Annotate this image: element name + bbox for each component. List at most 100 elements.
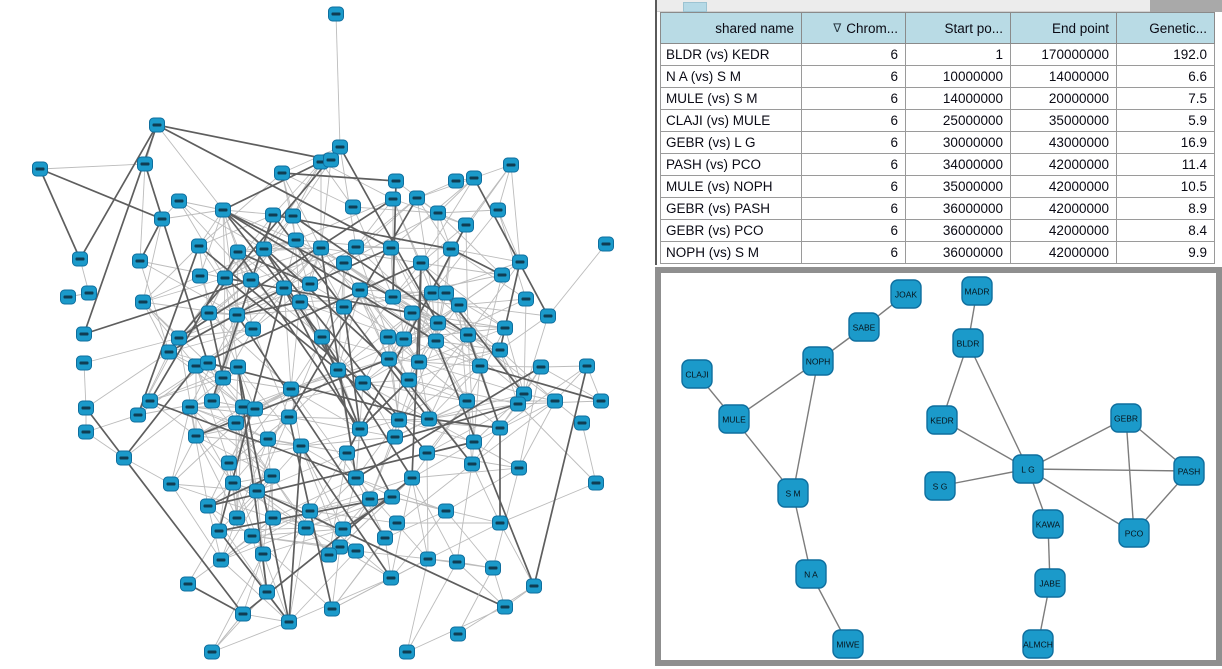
network-edge[interactable] bbox=[195, 406, 244, 437]
network-edge[interactable] bbox=[290, 388, 357, 479]
network-edge[interactable] bbox=[272, 214, 452, 250]
network-edge[interactable] bbox=[236, 283, 311, 316]
network-edge[interactable] bbox=[339, 496, 393, 548]
network-edge[interactable] bbox=[331, 577, 392, 610]
network-edge[interactable] bbox=[300, 436, 396, 447]
network-edge[interactable] bbox=[178, 200, 265, 250]
network-edge[interactable] bbox=[189, 406, 209, 507]
subnetwork-node[interactable] bbox=[926, 405, 958, 435]
network-edge[interactable] bbox=[320, 159, 332, 249]
network-edge[interactable] bbox=[445, 510, 494, 569]
network-edge[interactable] bbox=[142, 218, 163, 303]
network-edge[interactable] bbox=[207, 362, 237, 424]
table-cell[interactable]: 35000000 bbox=[1010, 109, 1117, 132]
table-cell[interactable]: 36000000 bbox=[905, 219, 1011, 242]
network-edge[interactable] bbox=[211, 553, 264, 653]
network-edge[interactable] bbox=[467, 334, 501, 429]
column-header[interactable]: Genetic... bbox=[1116, 12, 1215, 44]
network-edge[interactable] bbox=[369, 436, 396, 500]
network-edge[interactable] bbox=[123, 406, 191, 459]
network-edge[interactable] bbox=[435, 340, 535, 587]
network-edge[interactable] bbox=[435, 340, 501, 351]
table-cell[interactable]: 6 bbox=[801, 175, 906, 198]
network-edge[interactable] bbox=[362, 322, 439, 384]
table-cell[interactable]: NOPH (vs) S M bbox=[660, 241, 802, 264]
network-edge[interactable] bbox=[251, 528, 344, 537]
subnetwork-node[interactable] bbox=[802, 346, 834, 376]
table-cell[interactable]: 36000000 bbox=[905, 241, 1011, 264]
network-edge[interactable] bbox=[199, 275, 239, 368]
table-row[interactable]: GEBR (vs) PCO 6 36000000 42000000 8.4 bbox=[660, 219, 1215, 242]
network-edge[interactable] bbox=[355, 198, 394, 248]
subnetwork-node[interactable] bbox=[1118, 518, 1150, 548]
network-edge[interactable] bbox=[208, 287, 285, 314]
network-edge[interactable] bbox=[256, 416, 290, 492]
table-cell[interactable]: 35000000 bbox=[905, 175, 1011, 198]
network-edge[interactable] bbox=[218, 527, 307, 532]
column-header[interactable]: shared name bbox=[660, 12, 802, 44]
network-edge[interactable] bbox=[292, 215, 469, 336]
network-edge[interactable] bbox=[123, 365, 197, 459]
network-edge[interactable] bbox=[321, 336, 361, 430]
network-edge[interactable] bbox=[142, 275, 201, 303]
subnetwork-node[interactable] bbox=[1173, 456, 1205, 486]
network-edge[interactable] bbox=[218, 530, 290, 623]
table-cell[interactable]: 14000000 bbox=[905, 87, 1011, 110]
scrollbar-thumb[interactable] bbox=[683, 2, 707, 12]
network-edge[interactable] bbox=[343, 306, 361, 430]
network-edge[interactable] bbox=[220, 559, 290, 623]
table-cell[interactable]: 20000000 bbox=[1010, 87, 1117, 110]
network-edge[interactable] bbox=[458, 304, 549, 317]
subnetwork-node[interactable] bbox=[795, 559, 827, 589]
network-edge[interactable] bbox=[406, 561, 458, 653]
network-edge[interactable] bbox=[262, 528, 344, 555]
subnetwork-node[interactable] bbox=[952, 328, 984, 358]
network-edge[interactable] bbox=[518, 400, 556, 469]
network-edge[interactable] bbox=[300, 445, 392, 579]
network-edge[interactable] bbox=[426, 403, 519, 454]
network-edge[interactable] bbox=[331, 546, 341, 610]
network-edge[interactable] bbox=[281, 172, 322, 249]
table-cell[interactable]: 14000000 bbox=[1010, 65, 1117, 88]
network-edge[interactable] bbox=[281, 172, 354, 208]
subnetwork-edge[interactable] bbox=[792, 360, 819, 494]
network-edge[interactable] bbox=[392, 198, 467, 226]
network-edge[interactable] bbox=[85, 351, 170, 409]
table-cell[interactable]: 25000000 bbox=[905, 109, 1011, 132]
network-edge[interactable] bbox=[518, 366, 542, 469]
network-edge[interactable] bbox=[232, 482, 307, 529]
network-edge[interactable] bbox=[473, 177, 549, 317]
table-cell[interactable]: 5.9 bbox=[1116, 109, 1215, 132]
table-row[interactable]: N A (vs) S M 6 10000000 14000000 6.6 bbox=[660, 65, 1215, 88]
table-cell[interactable]: 10.5 bbox=[1116, 175, 1215, 198]
network-edge[interactable] bbox=[295, 198, 394, 241]
table-cell[interactable]: 6 bbox=[801, 65, 906, 88]
network-edge[interactable] bbox=[250, 246, 357, 281]
network-edge[interactable] bbox=[390, 247, 452, 250]
network-edge[interactable] bbox=[83, 279, 252, 335]
network-edge[interactable] bbox=[408, 379, 468, 402]
network-edge[interactable] bbox=[198, 214, 274, 247]
network-edge[interactable] bbox=[288, 445, 302, 623]
network-edge[interactable] bbox=[142, 301, 170, 353]
network-edge[interactable] bbox=[222, 377, 292, 390]
network-edge[interactable] bbox=[517, 403, 597, 484]
network-edge[interactable] bbox=[237, 251, 311, 285]
network-edge[interactable] bbox=[342, 477, 357, 530]
table-row[interactable]: CLAJI (vs) MULE 6 25000000 35000000 5.9 bbox=[660, 109, 1215, 132]
network-edge[interactable] bbox=[263, 247, 322, 250]
network-edge[interactable] bbox=[331, 537, 386, 610]
table-cell[interactable]: MULE (vs) S M bbox=[660, 87, 802, 110]
network-edge[interactable] bbox=[272, 477, 357, 519]
subnetwork-node[interactable] bbox=[1022, 629, 1054, 659]
network-edge[interactable] bbox=[321, 336, 413, 479]
network-edge[interactable] bbox=[288, 416, 400, 421]
table-row[interactable]: GEBR (vs) L G 6 30000000 43000000 16.9 bbox=[660, 131, 1215, 154]
table-row[interactable]: MULE (vs) S M 6 14000000 20000000 7.5 bbox=[660, 87, 1215, 110]
network-edge[interactable] bbox=[428, 418, 501, 429]
table-cell[interactable]: 6 bbox=[801, 87, 906, 110]
network-edge[interactable] bbox=[187, 530, 220, 585]
network-edge[interactable] bbox=[428, 365, 481, 420]
network-edge[interactable] bbox=[411, 312, 468, 402]
network-edge[interactable] bbox=[139, 163, 146, 262]
